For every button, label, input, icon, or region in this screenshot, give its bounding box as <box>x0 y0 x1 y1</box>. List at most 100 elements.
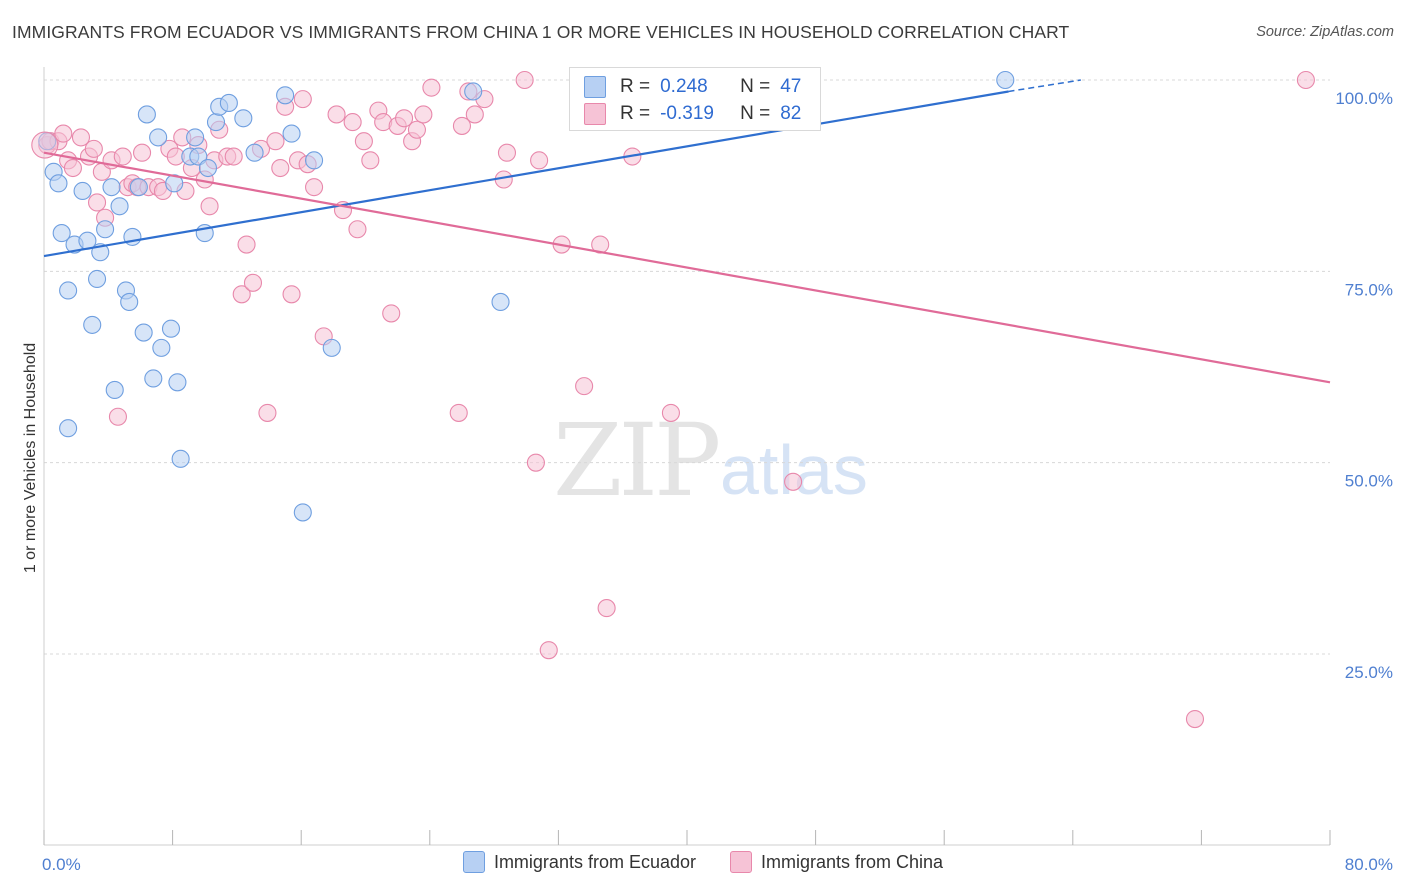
ecuador-point <box>129 178 148 197</box>
ecuador-trendline <box>43 90 1009 258</box>
y-axis-label: 1 or more Vehicles in Household <box>22 343 39 573</box>
china-point <box>71 128 91 147</box>
china-point <box>200 197 219 216</box>
ecuador-point <box>105 380 124 400</box>
china-trendline <box>43 151 1331 384</box>
china-point <box>232 285 251 304</box>
china-point <box>530 151 549 170</box>
ecuador-point <box>165 174 184 193</box>
ecuador-point <box>152 338 171 357</box>
x-tick-label: 80.0% <box>1345 855 1393 874</box>
ecuador-point <box>134 323 153 342</box>
ecuador-point <box>137 105 156 124</box>
china-point <box>449 403 468 422</box>
china-point <box>414 105 433 124</box>
china-swatch-icon <box>584 103 606 125</box>
china-n-value: 82 <box>780 103 802 124</box>
china-point <box>526 453 545 472</box>
china-point <box>395 109 414 128</box>
china-point <box>293 90 312 109</box>
china-n-label: N = <box>740 103 771 124</box>
china-point <box>87 193 107 212</box>
china-point <box>515 70 534 90</box>
ecuador-point <box>83 315 102 334</box>
ecuador-point <box>282 124 301 143</box>
china-r-value: -0.319 <box>660 103 714 124</box>
ecuador-point <box>120 292 139 311</box>
ecuador-point <box>491 292 510 311</box>
ecuador-n-value: 47 <box>780 76 802 97</box>
y-tick-label: 75.0% <box>1345 280 1393 299</box>
china-point <box>224 147 243 166</box>
china-point <box>327 105 346 124</box>
ecuador-point <box>59 281 78 300</box>
legend-ecuador-swatch-icon <box>462 851 485 873</box>
china-point <box>452 116 472 135</box>
y-tick-label: 25.0% <box>1345 663 1393 682</box>
ecuador-point <box>161 319 181 338</box>
ecuador-point <box>171 449 190 468</box>
ecuador-swatch-icon <box>584 76 606 98</box>
china-point <box>597 599 616 618</box>
watermark-zip: ZIP <box>553 402 721 519</box>
china-point <box>348 220 367 239</box>
ecuador-point <box>186 128 205 147</box>
ecuador-point <box>276 86 295 105</box>
china-point <box>63 158 82 178</box>
source-label: Source: ZipAtlas.com <box>1256 24 1394 40</box>
stats-box: R = 0.248 N = 47 R = -0.319 N = 82 <box>569 67 821 131</box>
china-point <box>382 304 401 323</box>
ecuador-point <box>322 338 341 357</box>
y-tick-label: 100.0% <box>1335 89 1393 108</box>
china-point <box>361 151 380 170</box>
china-point <box>497 143 517 162</box>
china-point <box>422 78 441 97</box>
ecuador-point <box>234 109 253 128</box>
ecuador-point <box>102 178 121 197</box>
china-point <box>354 132 373 151</box>
ecuador-point <box>464 82 483 101</box>
ecuador-point <box>996 70 1015 90</box>
china-point <box>266 132 285 151</box>
ecuador-n-label: N = <box>740 76 771 97</box>
china-point <box>113 147 132 166</box>
ecuador-point <box>110 197 129 216</box>
ecuador-point <box>73 181 92 201</box>
x-tick-label: 0.0% <box>42 855 81 874</box>
china-point <box>108 407 127 426</box>
watermark-atlas: atlas <box>720 431 868 509</box>
china-point <box>661 403 680 422</box>
legend-item-ecuador[interactable]: Immigrants from Ecuador <box>462 851 696 873</box>
chart-legend: Immigrants from Ecuador Immigrants from … <box>0 851 1406 873</box>
ecuador-point <box>245 143 264 162</box>
stats-row-china: R = -0.319 N = 82 <box>584 103 801 125</box>
ecuador-point <box>96 220 115 239</box>
ecuador-point <box>87 269 107 289</box>
china-point <box>1185 710 1205 729</box>
china-point <box>575 377 594 396</box>
ecuador-point <box>198 158 218 178</box>
china-point <box>465 105 484 124</box>
ecuador-point <box>305 151 324 170</box>
ecuador-point <box>206 113 226 132</box>
legend-china-label: Immigrants from China <box>761 851 944 872</box>
china-point <box>539 641 558 660</box>
ecuador-r-value: 0.248 <box>660 76 708 97</box>
ecuador-point <box>168 373 187 392</box>
ecuador-point <box>219 93 238 113</box>
y-tick-label: 50.0% <box>1345 472 1393 491</box>
ecuador-point <box>293 503 312 522</box>
china-point <box>1296 70 1315 90</box>
china-point <box>305 178 324 197</box>
ecuador-point <box>59 419 78 438</box>
ecuador-trendline-extension <box>1008 79 1081 93</box>
china-point <box>784 472 803 491</box>
china-point <box>237 235 256 254</box>
legend-china-swatch-icon <box>730 851 752 873</box>
china-point <box>54 124 73 143</box>
ecuador-point <box>49 174 68 193</box>
stats-row-ecuador: R = 0.248 N = 47 <box>584 76 801 98</box>
legend-item-china[interactable]: Immigrants from China <box>730 851 943 873</box>
china-point <box>271 158 290 178</box>
